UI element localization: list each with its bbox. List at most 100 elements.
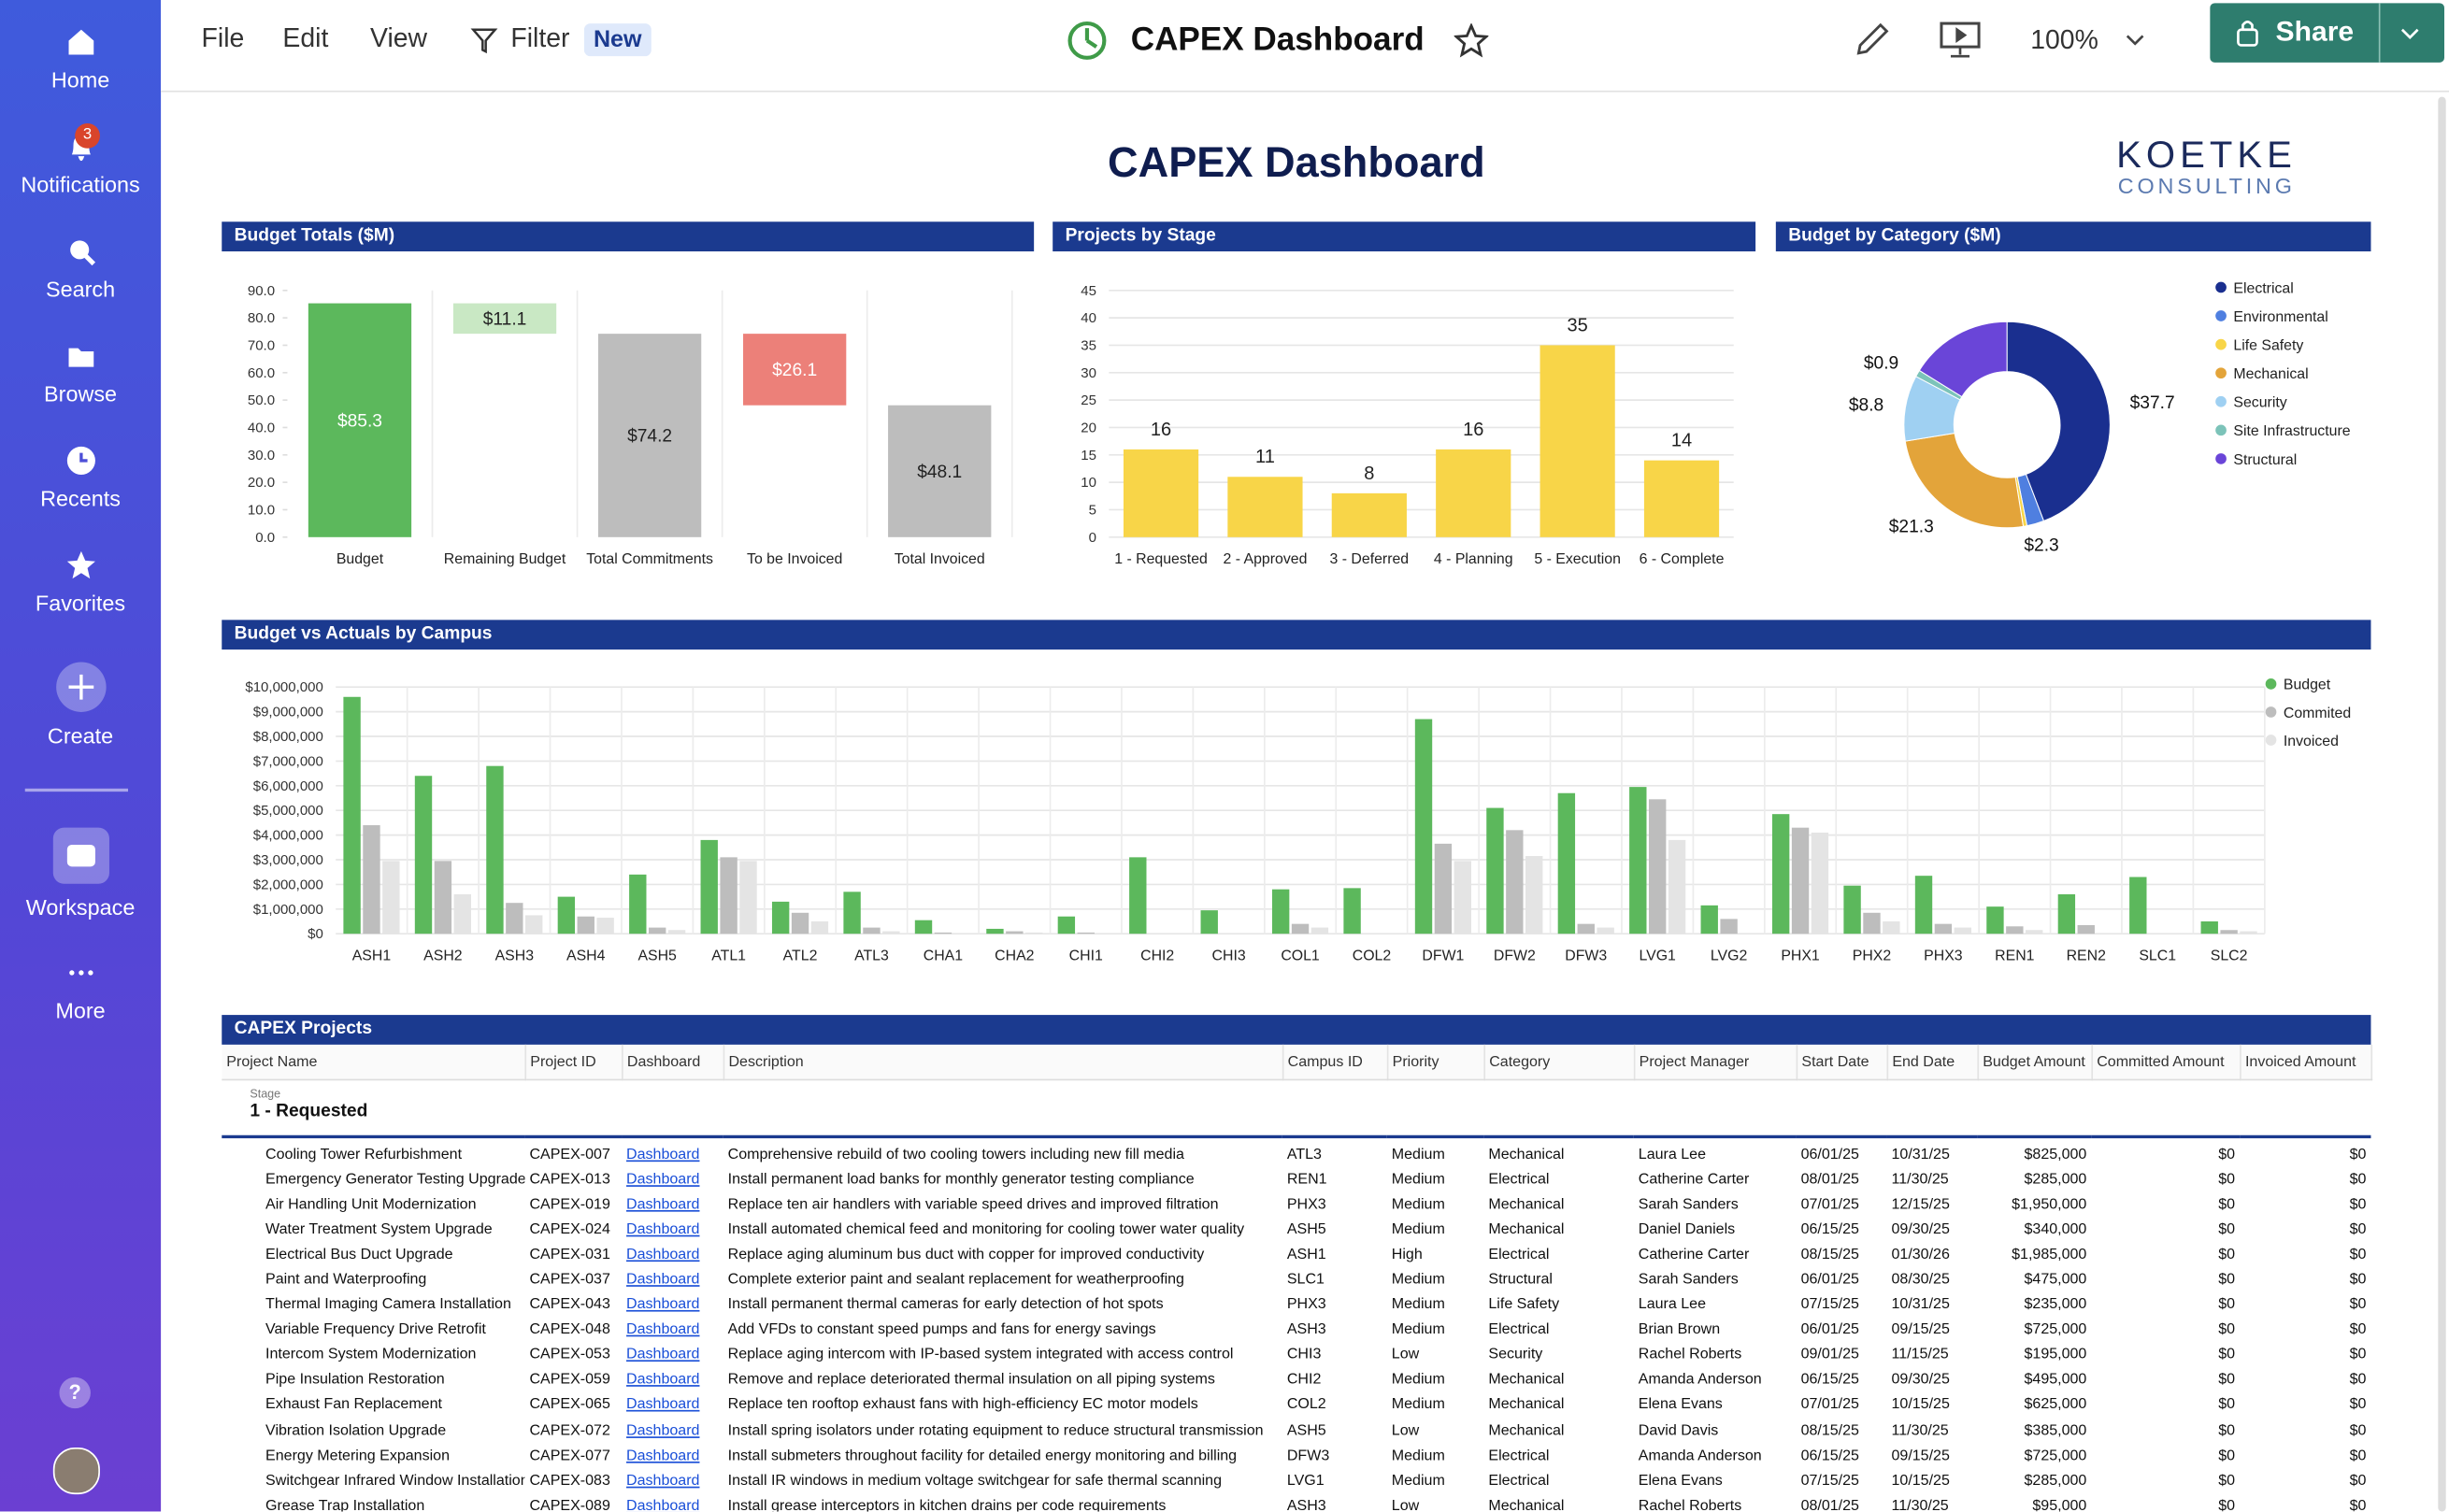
dashboard-link[interactable]: Dashboard xyxy=(626,1396,700,1414)
zoom-chevron[interactable] xyxy=(2124,31,2145,50)
value-label: 16 xyxy=(1151,420,1171,440)
menu-item[interactable]: File xyxy=(201,23,245,53)
bar xyxy=(1629,787,1647,934)
x-tick-label: 6 - Complete xyxy=(1640,551,1725,567)
table-cell: $0 xyxy=(2218,1396,2236,1414)
x-tick-label: ASH1 xyxy=(352,949,392,964)
dashboard-link[interactable]: Dashboard xyxy=(626,1170,700,1188)
share-button[interactable]: Share xyxy=(2210,3,2444,63)
column-header[interactable]: Project ID xyxy=(524,1044,623,1081)
y-tick-label: $3,000,000 xyxy=(253,852,323,868)
edit-button[interactable] xyxy=(1853,19,1893,59)
nav-favorites[interactable]: Favorites xyxy=(0,549,161,615)
value-label: $0.9 xyxy=(1864,354,1898,374)
table-cell: Dashboard xyxy=(622,1191,723,1217)
dashboard-link[interactable]: Dashboard xyxy=(626,1346,700,1364)
nav-more[interactable]: More xyxy=(0,957,161,1022)
table-cell: Install permanent thermal cameras for ea… xyxy=(727,1296,1164,1314)
table-row: Thermal Imaging Camera Installation CAPEX… xyxy=(222,1292,2370,1318)
legend-label: Mechanical xyxy=(2233,366,2308,382)
nav-search[interactable]: Search xyxy=(0,235,161,301)
avatar[interactable] xyxy=(52,1447,100,1495)
table-cell: 06/15/25 xyxy=(1800,1447,1859,1464)
table-cell: 06/01/25 xyxy=(1800,1320,1859,1339)
value-label: $48.1 xyxy=(917,463,962,482)
y-tick-label: 25 xyxy=(1081,392,1096,408)
column-header[interactable]: End Date xyxy=(1886,1044,1979,1081)
bar xyxy=(1271,889,1290,934)
legend-marker xyxy=(2215,310,2227,321)
dashboard-link[interactable]: Dashboard xyxy=(626,1421,700,1439)
table-cell: CAPEX-031 xyxy=(529,1246,610,1263)
column-header[interactable]: Start Date xyxy=(1796,1044,1888,1081)
new-badge: New xyxy=(583,23,652,57)
nav-browse[interactable]: Browse xyxy=(0,340,161,406)
dashboard-link[interactable]: Dashboard xyxy=(626,1145,700,1163)
table-cell: $725,000 xyxy=(2024,1320,2087,1339)
help-button[interactable]: ? xyxy=(59,1376,91,1409)
table-row: Switchgear Infrared Window Installation C… xyxy=(222,1468,2370,1493)
table-cell: ASH5 xyxy=(1286,1220,1326,1238)
x-tick-label: LVG2 xyxy=(1711,949,1748,964)
bar xyxy=(1597,927,1614,934)
table-cell: Install automated chemical feed and moni… xyxy=(727,1220,1245,1238)
legend-marker xyxy=(2265,706,2277,718)
column-header[interactable]: Category xyxy=(1483,1044,1635,1081)
dashboard-link[interactable]: Dashboard xyxy=(626,1195,700,1213)
column-header[interactable]: Project Name xyxy=(222,1044,526,1081)
dashboard-link[interactable]: Dashboard xyxy=(626,1320,700,1339)
bar xyxy=(597,334,702,537)
column-header[interactable]: Budget Amount xyxy=(1977,1044,2093,1081)
scrollbar[interactable] xyxy=(2438,96,2446,1512)
dashboard-link[interactable]: Dashboard xyxy=(626,1246,700,1263)
table-cell: 09/15/25 xyxy=(1891,1447,1950,1464)
bar xyxy=(648,927,666,934)
table-cell: PHX3 xyxy=(1286,1195,1326,1213)
value-label: $26.1 xyxy=(772,361,817,380)
bar xyxy=(2220,930,2238,934)
table-cell: 10/15/25 xyxy=(1891,1472,1950,1490)
nav-create[interactable]: Create xyxy=(0,661,161,748)
table-cell: $0 xyxy=(2349,1170,2367,1188)
column-header[interactable]: Description xyxy=(723,1044,1283,1081)
bar xyxy=(1863,912,1881,934)
share-label: Share xyxy=(2275,15,2355,48)
table-cell: Variable Frequency Drive Retrofit xyxy=(265,1320,486,1339)
table-cell: $0 xyxy=(2349,1346,2367,1364)
menu-item[interactable]: Edit xyxy=(282,23,329,53)
nav-recents[interactable]: Recents xyxy=(0,445,161,510)
nav-workspace[interactable]: Workspace xyxy=(0,826,161,920)
present-button[interactable] xyxy=(1939,19,1983,59)
nav-notifications[interactable]: Notifications 3 xyxy=(0,123,161,197)
bar xyxy=(1414,719,1433,934)
share-chevron[interactable] xyxy=(2399,25,2421,44)
table-cell: 10/31/25 xyxy=(1891,1296,1950,1314)
x-tick-label: LVG1 xyxy=(1639,949,1676,964)
dashboard-link[interactable]: Dashboard xyxy=(626,1371,700,1390)
menu-item[interactable]: Filter xyxy=(510,23,570,53)
column-header[interactable]: Campus ID xyxy=(1282,1044,1388,1081)
dashboard-link[interactable]: Dashboard xyxy=(626,1447,700,1464)
dashboard-link[interactable]: Dashboard xyxy=(626,1472,700,1490)
column-header[interactable]: Project Manager xyxy=(1633,1044,1797,1081)
table-cell: Electrical xyxy=(1488,1447,1550,1464)
star-button[interactable] xyxy=(1454,23,1489,58)
column-header[interactable]: Invoiced Amount xyxy=(2240,1044,2372,1081)
table-cell: $0 xyxy=(2218,1271,2236,1289)
dashboard-link[interactable]: Dashboard xyxy=(626,1220,700,1238)
table-cell: Emergency Generator Testing Upgrade xyxy=(265,1170,525,1188)
bar xyxy=(888,405,992,537)
dashboard-link[interactable]: Dashboard xyxy=(626,1271,700,1289)
table-cell: Switchgear Infrared Window Installation xyxy=(265,1472,525,1490)
column-header[interactable]: Dashboard xyxy=(622,1044,724,1081)
dashboard-link[interactable]: Dashboard xyxy=(626,1497,700,1512)
table-cell: 11/30/25 xyxy=(1891,1421,1949,1439)
nav-home[interactable]: Home xyxy=(0,26,161,93)
column-header[interactable]: Committed Amount xyxy=(2091,1044,2241,1081)
dashboard-link[interactable]: Dashboard xyxy=(626,1296,700,1314)
menu-item[interactable]: View xyxy=(370,23,428,53)
table-cell: Daniel Daniels xyxy=(1638,1220,1736,1238)
zoom[interactable]: 100% xyxy=(2030,24,2098,55)
bar xyxy=(1291,923,1310,934)
column-header[interactable]: Priority xyxy=(1386,1044,1485,1081)
